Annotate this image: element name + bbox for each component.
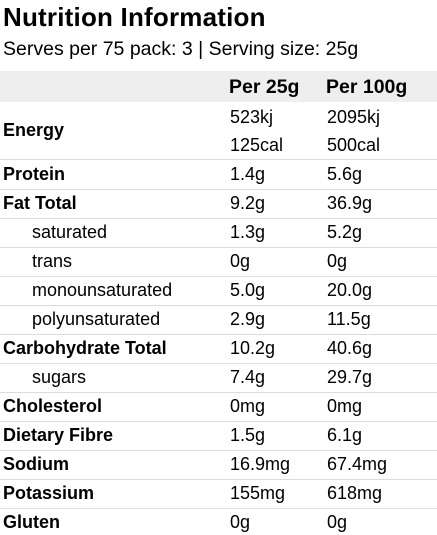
value-per-100: 5.6g bbox=[327, 164, 363, 184]
row-label: Potassium bbox=[3, 483, 95, 503]
row-label: trans bbox=[32, 251, 73, 271]
value-per-serving: 10.2g bbox=[230, 338, 276, 358]
value-per-100: 0g bbox=[327, 512, 348, 532]
value-per-serving: 1.5g bbox=[230, 425, 266, 445]
table-row-monounsaturated: monounsaturated 5.0g 20.0g bbox=[0, 276, 437, 306]
energy-per-100-cal: 500cal bbox=[327, 135, 381, 155]
value-per-serving: 1.4g bbox=[230, 164, 266, 184]
value-per-100: 67.4mg bbox=[327, 454, 388, 474]
table-row-potassium: Potassium 155mg 618mg bbox=[0, 479, 437, 509]
row-label: Sodium bbox=[3, 454, 69, 474]
row-label: monounsaturated bbox=[32, 280, 173, 300]
value-per-100: 11.5g bbox=[327, 309, 371, 329]
value-per-100: 6.1g bbox=[327, 425, 363, 445]
energy-label: Energy bbox=[3, 120, 65, 140]
energy-per-serving-kj: 523kj bbox=[230, 107, 274, 127]
page-title: Nutrition Information bbox=[3, 2, 266, 32]
table-row-gluten: Gluten 0g 0g bbox=[0, 508, 437, 534]
row-label: polyunsaturated bbox=[32, 309, 161, 329]
table-row-sodium: Sodium 16.9mg 67.4mg bbox=[0, 450, 437, 480]
table-row-carbohydrate-total: Carbohydrate Total 10.2g 40.6g bbox=[0, 334, 437, 364]
value-per-100: 0mg bbox=[327, 396, 363, 416]
serving-info: Serves per 75 pack: 3 | Serving size: 25… bbox=[3, 38, 359, 60]
column-header-row bbox=[0, 71, 437, 102]
column-header-per-serving: Per 25g bbox=[229, 76, 300, 98]
table-row-energy: Energy 523kj 2095kj 125cal 500cal bbox=[0, 102, 437, 160]
value-per-100: 36.9g bbox=[327, 193, 373, 213]
value-per-serving: 0g bbox=[230, 512, 251, 532]
row-label: sugars bbox=[32, 367, 87, 387]
table-row-cholesterol: Cholesterol 0mg 0mg bbox=[0, 392, 437, 422]
energy-per-100-kj: 2095kj bbox=[327, 107, 381, 127]
row-label: Protein bbox=[3, 164, 66, 184]
row-label: Gluten bbox=[3, 512, 60, 532]
value-per-100: 0g bbox=[327, 251, 348, 271]
row-label: Cholesterol bbox=[3, 396, 103, 416]
value-per-serving: 0g bbox=[230, 251, 251, 271]
value-per-serving: 2.9g bbox=[230, 309, 266, 329]
table-row-trans: trans 0g 0g bbox=[0, 247, 437, 277]
value-per-serving: 5.0g bbox=[230, 280, 266, 300]
value-per-100: 5.2g bbox=[327, 222, 363, 242]
row-label: Fat Total bbox=[3, 193, 77, 213]
table-row-fat-total: Fat Total 9.2g 36.9g bbox=[0, 189, 437, 219]
table-row-polyunsaturated: polyunsaturated 2.9g 11.5g bbox=[0, 305, 437, 335]
value-per-serving: 7.4g bbox=[230, 367, 266, 387]
value-per-100: 20.0g bbox=[327, 280, 373, 300]
column-header-per-100: Per 100g bbox=[326, 76, 408, 98]
value-per-100: 618mg bbox=[327, 483, 383, 503]
value-per-serving: 0mg bbox=[230, 396, 266, 416]
table-row-sugars: sugars 7.4g 29.7g bbox=[0, 363, 437, 393]
row-label: Carbohydrate Total bbox=[3, 338, 167, 358]
row-label: saturated bbox=[32, 222, 108, 242]
value-per-100: 29.7g bbox=[327, 367, 373, 387]
energy-per-serving-cal: 125cal bbox=[230, 135, 284, 155]
value-per-serving: 16.9mg bbox=[230, 454, 291, 474]
value-per-serving: 155mg bbox=[230, 483, 286, 503]
table-row-dietary-fibre: Dietary Fibre 1.5g 6.1g bbox=[0, 421, 437, 451]
table-row-saturated: saturated 1.3g 5.2g bbox=[0, 218, 437, 248]
value-per-serving: 1.3g bbox=[230, 222, 266, 242]
table-row-protein: Protein 1.4g 5.6g bbox=[0, 160, 437, 190]
row-label: Dietary Fibre bbox=[3, 425, 114, 445]
value-per-100: 40.6g bbox=[327, 338, 373, 358]
value-per-serving: 9.2g bbox=[230, 193, 266, 213]
